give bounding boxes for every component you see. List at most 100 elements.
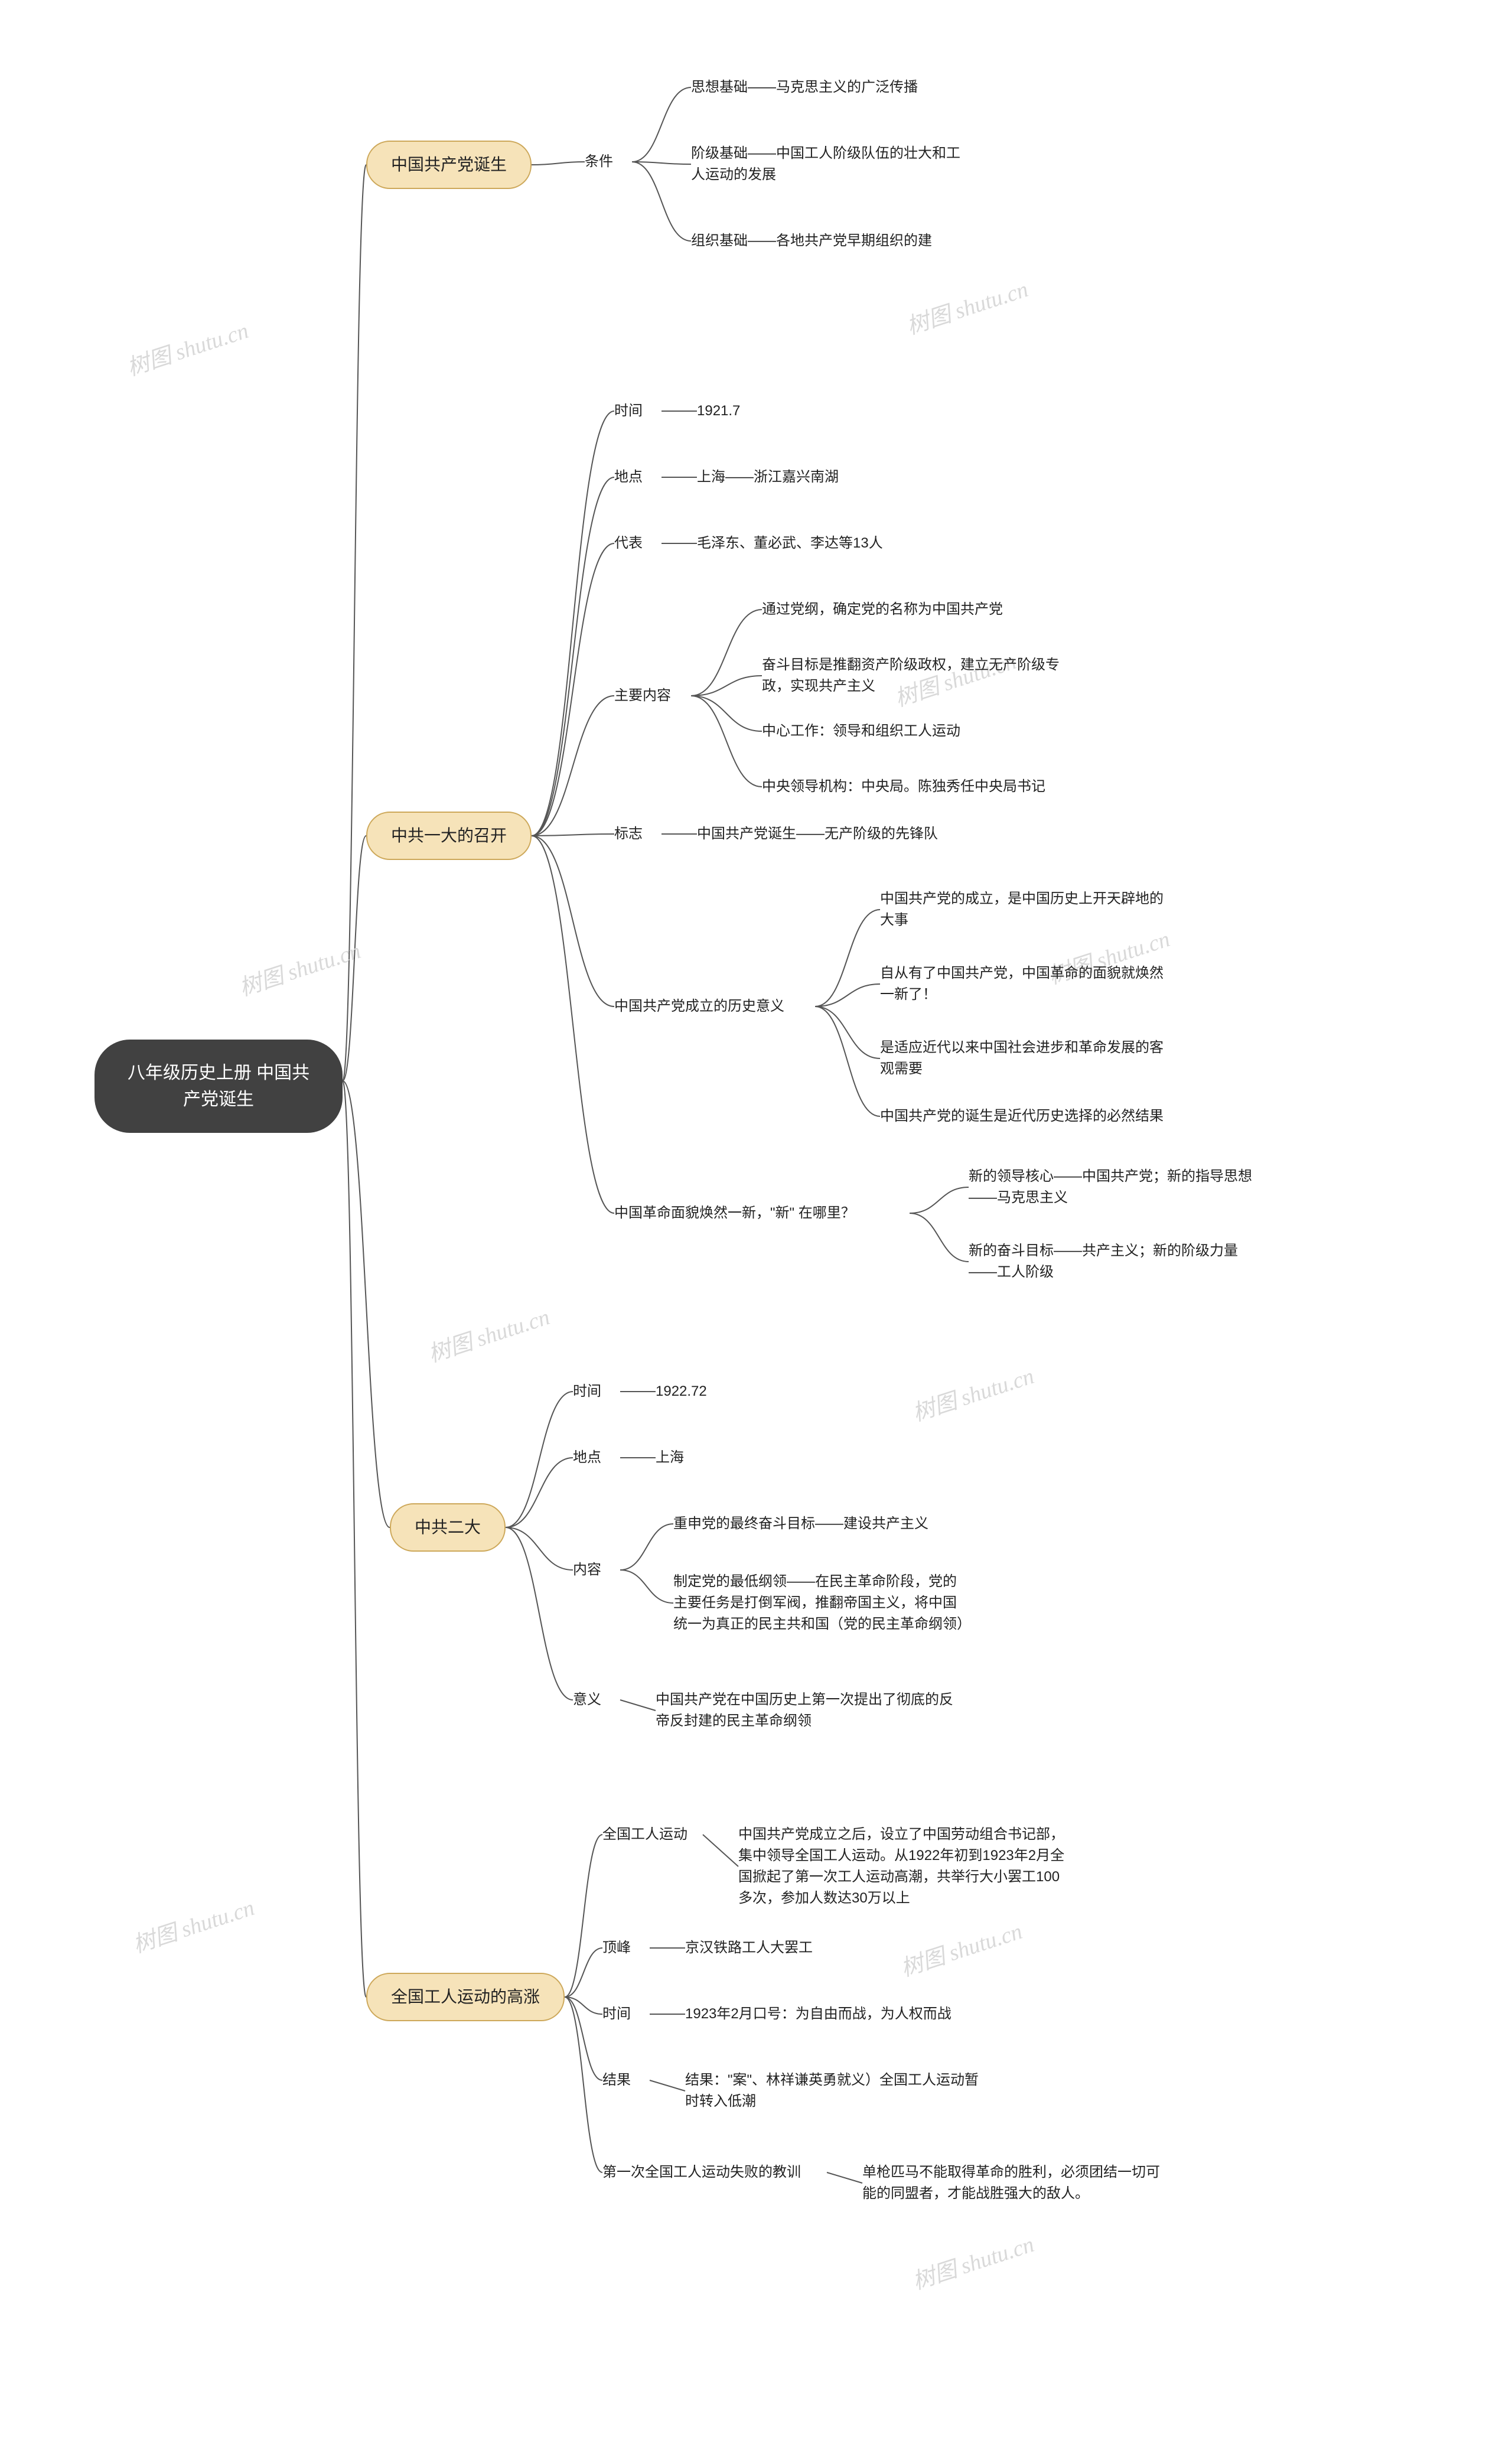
watermark: 树图 shutu.cn — [902, 271, 1032, 340]
leaf-node: 毛泽东、董必武、李达等13人 — [697, 533, 883, 554]
leaf-label: 思想基础——马克思主义的广泛传播 — [691, 79, 918, 95]
leaf-node: 中国共产党的诞生是近代历史选择的必然结果 — [880, 1106, 1211, 1127]
subnode: 代表 — [614, 533, 662, 554]
leaf-node: 重申党的最终奋斗目标——建设共产主义 — [673, 1513, 980, 1535]
leaf-node: 1923年2月口号：为自由而战，为人权而战 — [685, 2004, 951, 2025]
branch-b2: 中共一大的召开 — [366, 812, 532, 860]
watermark: 树图 shutu.cn — [122, 312, 252, 382]
branch-b4: 全国工人运动的高涨 — [366, 1973, 565, 2021]
branch-label: 中共二大 — [415, 1518, 481, 1536]
subnode-label: 第一次全国工人运动失败的教训 — [602, 2164, 801, 2180]
leaf-node: 新的奋斗目标——共产主义；新的阶级力量——工人阶级 — [969, 1240, 1252, 1283]
leaf-node: 制定党的最低纲领——在民主革命阶段，党的主要任务是打倒军阀，推翻帝国主义，将中国… — [673, 1571, 969, 1635]
subnode: 标志 — [614, 823, 662, 845]
leaf-node: 是适应近代以来中国社会进步和革命发展的客观需要 — [880, 1037, 1175, 1080]
subnode: 条件 — [585, 151, 632, 172]
subnode-label: 地点 — [614, 469, 643, 485]
branch-label: 中共一大的召开 — [391, 826, 507, 845]
leaf-label: 中国共产党的诞生是近代历史选择的必然结果 — [880, 1108, 1164, 1124]
subnode: 顶峰 — [602, 1937, 650, 1959]
subnode-label: 意义 — [573, 1692, 601, 1708]
subnode: 结果 — [602, 2070, 650, 2091]
leaf-label: 上海——浙江嘉兴南湖 — [697, 469, 839, 485]
watermark: 树图 shutu.cn — [234, 932, 364, 1002]
leaf-label: 毛泽东、董必武、李达等13人 — [697, 535, 883, 551]
leaf-node: 新的领导核心——中国共产党；新的指导思想——马克思主义 — [969, 1166, 1252, 1208]
leaf-label: 奋斗目标是推翻资产阶级政权，建立无产阶级专政，实现共产主义 — [762, 657, 1060, 694]
subnode: 主要内容 — [614, 685, 691, 706]
leaf-label: 新的奋斗目标——共产主义；新的阶级力量——工人阶级 — [969, 1243, 1238, 1280]
subnode-label: 时间 — [573, 1383, 601, 1399]
leaf-node: 自从有了中国共产党，中国革命的面貌就焕然一新了！ — [880, 963, 1175, 1005]
subnode: 全国工人运动 — [602, 1824, 703, 1845]
watermark: 树图 shutu.cn — [908, 1357, 1038, 1427]
leaf-label: 中国共产党在中国历史上第一次提出了彻底的反帝反封建的民主革命纲领 — [656, 1692, 953, 1729]
leaf-label: 阶级基础——中国工人阶级队伍的壮大和工人运动的发展 — [691, 145, 960, 183]
leaf-label: 组织基础——各地共产党早期组织的建 — [691, 233, 932, 249]
leaf-label: 重申党的最终奋斗目标——建设共产主义 — [673, 1516, 928, 1532]
subnode-label: 时间 — [614, 403, 643, 419]
leaf-node: 上海 — [656, 1447, 684, 1468]
root-label: 八年级历史上册 中国共产党诞生 — [128, 1063, 309, 1109]
leaf-node: 阶级基础——中国工人阶级队伍的壮大和工人运动的发展 — [691, 143, 969, 185]
leaf-node: 1921.7 — [697, 400, 740, 422]
leaf-label: 1921.7 — [697, 403, 740, 419]
watermark: 树图 shutu.cn — [896, 1913, 1026, 1982]
subnode: 地点 — [573, 1447, 620, 1468]
subnode-label: 代表 — [614, 535, 643, 551]
root-node: 八年级历史上册 中国共产党诞生 — [94, 1040, 343, 1133]
subnode: 时间 — [602, 2004, 650, 2025]
leaf-node: 京汉铁路工人大罢工 — [685, 1937, 813, 1959]
leaf-node: 上海——浙江嘉兴南湖 — [697, 467, 839, 488]
branch-b1: 中国共产党诞生 — [366, 141, 532, 189]
branch-label: 中国共产党诞生 — [391, 155, 507, 174]
leaf-label: 1923年2月口号：为自由而战，为人权而战 — [685, 2006, 951, 2022]
leaf-node: 奋斗目标是推翻资产阶级政权，建立无产阶级专政，实现共产主义 — [762, 654, 1069, 697]
leaf-node: 中央领导机构：中央局。陈独秀任中央局书记 — [762, 776, 1093, 797]
subnode-label: 条件 — [585, 154, 613, 170]
subnode-label: 顶峰 — [602, 1940, 631, 1956]
leaf-node: 中国共产党成立之后，设立了中国劳动组合书记部，集中领导全国工人运动。从1922年… — [738, 1824, 1069, 1909]
subnode-label: 中国共产党成立的历史意义 — [614, 998, 784, 1014]
leaf-node: 通过党纲，确定党的名称为中国共产党 — [762, 599, 1069, 620]
leaf-label: 中央领导机构：中央局。陈独秀任中央局书记 — [762, 778, 1045, 794]
leaf-label: 中心工作：领导和组织工人运动 — [762, 723, 960, 739]
subnode: 内容 — [573, 1559, 620, 1581]
leaf-label: 通过党纲，确定党的名称为中国共产党 — [762, 601, 1003, 617]
leaf-label: 上海 — [656, 1449, 684, 1465]
subnode-label: 全国工人运动 — [602, 1826, 687, 1842]
watermark: 树图 shutu.cn — [423, 1298, 553, 1368]
subnode: 中国共产党成立的历史意义 — [614, 996, 815, 1017]
leaf-label: 中国共产党成立之后，设立了中国劳动组合书记部，集中领导全国工人运动。从1922年… — [738, 1826, 1064, 1906]
leaf-node: 中国共产党的成立，是中国历史上开天辟地的大事 — [880, 888, 1175, 931]
subnode: 中国革命面貌焕然一新，"新" 在哪里？ — [614, 1203, 910, 1224]
leaf-label: 京汉铁路工人大罢工 — [685, 1940, 813, 1956]
subnode-label: 主要内容 — [614, 688, 671, 703]
subnode: 时间 — [573, 1381, 620, 1402]
leaf-node: 单枪匹马不能取得革命的胜利，必须团结一切可能的同盟者，才能战胜强大的敌人。 — [862, 2162, 1169, 2204]
subnode-label: 标志 — [614, 826, 643, 842]
leaf-label: 单枪匹马不能取得革命的胜利，必须团结一切可能的同盟者，才能战胜强大的敌人。 — [862, 2164, 1160, 2201]
subnode: 时间 — [614, 400, 662, 422]
branch-b3: 中共二大 — [390, 1503, 506, 1552]
leaf-node: 中心工作：领导和组织工人运动 — [762, 721, 1069, 742]
subnode-label: 地点 — [573, 1449, 601, 1465]
leaf-node: 中国共产党在中国历史上第一次提出了彻底的反帝反封建的民主革命纲领 — [656, 1689, 963, 1732]
branch-label: 全国工人运动的高涨 — [391, 1988, 540, 2006]
watermark: 树图 shutu.cn — [128, 1889, 258, 1959]
subnode-label: 内容 — [573, 1562, 601, 1578]
leaf-node: 组织基础——各地共产党早期组织的建 — [691, 230, 986, 252]
leaf-node: 中国共产党诞生——无产阶级的先锋队 — [697, 823, 938, 845]
leaf-label: 自从有了中国共产党，中国革命的面貌就焕然一新了！ — [880, 965, 1164, 1002]
watermark: 树图 shutu.cn — [908, 2226, 1038, 2295]
leaf-label: 是适应近代以来中国社会进步和革命发展的客观需要 — [880, 1040, 1164, 1077]
leaf-label: 结果："案"、林祥谦英勇就义）全国工人运动暂时转入低潮 — [685, 2072, 979, 2109]
subnode: 意义 — [573, 1689, 620, 1711]
subnode-label: 中国革命面貌焕然一新，"新" 在哪里？ — [614, 1205, 855, 1221]
subnode: 地点 — [614, 467, 662, 488]
leaf-node: 结果："案"、林祥谦英勇就义）全国工人运动暂时转入低潮 — [685, 2070, 992, 2112]
leaf-node: 思想基础——马克思主义的广泛传播 — [691, 77, 986, 98]
subnode: 第一次全国工人运动失败的教训 — [602, 2162, 827, 2183]
subnode-label: 时间 — [602, 2006, 631, 2022]
leaf-label: 新的领导核心——中国共产党；新的指导思想——马克思主义 — [969, 1168, 1252, 1206]
